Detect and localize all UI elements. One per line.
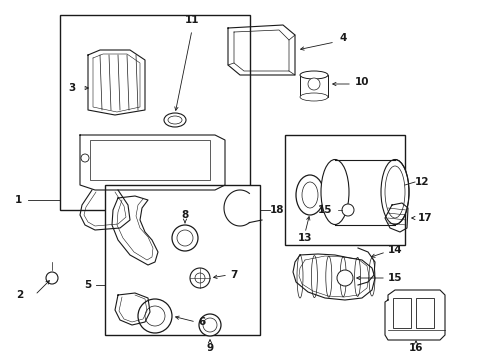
Ellipse shape: [145, 306, 164, 326]
Text: 12: 12: [414, 177, 428, 187]
Text: 15: 15: [387, 273, 402, 283]
Text: 3: 3: [68, 83, 76, 93]
Bar: [60, 15, 249, 210]
Text: 8: 8: [181, 210, 188, 220]
Circle shape: [341, 204, 353, 216]
Text: 9: 9: [206, 343, 213, 353]
Ellipse shape: [138, 299, 172, 333]
Text: 11: 11: [184, 15, 199, 25]
Ellipse shape: [203, 318, 217, 332]
Text: 10: 10: [354, 77, 369, 87]
Circle shape: [336, 270, 352, 286]
Bar: [415, 298, 433, 328]
Circle shape: [307, 78, 319, 90]
Text: 4: 4: [339, 33, 346, 43]
Text: 5: 5: [84, 280, 91, 290]
Ellipse shape: [295, 175, 324, 215]
Ellipse shape: [320, 159, 348, 225]
Ellipse shape: [299, 93, 327, 101]
Text: 17: 17: [417, 213, 432, 223]
Text: 18: 18: [269, 205, 284, 215]
Text: 2: 2: [16, 290, 23, 300]
Ellipse shape: [302, 182, 317, 208]
Ellipse shape: [177, 230, 193, 246]
Ellipse shape: [299, 71, 327, 79]
Circle shape: [190, 268, 209, 288]
Text: 14: 14: [387, 245, 402, 255]
Circle shape: [195, 273, 204, 283]
Text: 13: 13: [297, 233, 312, 243]
Text: 7: 7: [229, 270, 237, 280]
Text: 15: 15: [317, 205, 331, 215]
Text: 6: 6: [198, 317, 205, 327]
Text: 16: 16: [408, 343, 423, 353]
Bar: [392, 298, 410, 328]
Bar: [299, 75, 327, 97]
Ellipse shape: [168, 116, 182, 124]
Ellipse shape: [172, 225, 198, 251]
Bar: [105, 185, 260, 335]
Circle shape: [46, 272, 58, 284]
Ellipse shape: [163, 113, 185, 127]
Ellipse shape: [380, 159, 408, 225]
Ellipse shape: [199, 314, 221, 336]
Circle shape: [81, 154, 89, 162]
Text: 1: 1: [14, 195, 21, 205]
Bar: [90, 140, 209, 180]
Bar: [285, 135, 404, 245]
